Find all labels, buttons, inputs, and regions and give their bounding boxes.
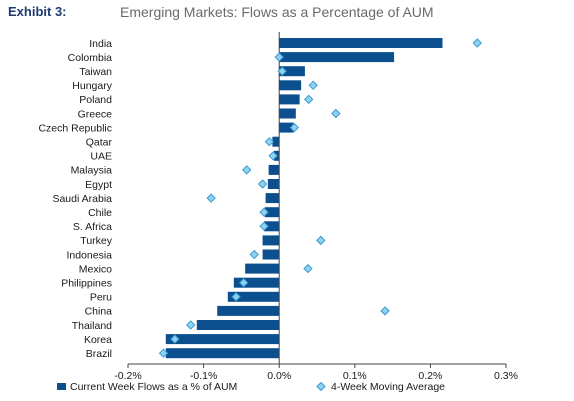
moving-average-marker: [316, 235, 326, 246]
moving-average-marker: [472, 38, 482, 48]
moving-average-marker: [264, 136, 275, 147]
category-label: India: [89, 38, 112, 50]
flow-bar: [279, 122, 294, 133]
x-ticks: -0.2% -0.1% 0.0% 0.1% 0.2% 0.3%: [114, 364, 518, 382]
category-label: Philippines: [61, 278, 112, 290]
flow-bar: [279, 80, 302, 91]
category-label: Poland: [79, 94, 112, 106]
category-label: Brazil: [86, 348, 112, 360]
flow-bar: [264, 221, 280, 232]
moving-average-marker: [231, 292, 241, 302]
category-label: Malaysia: [71, 165, 113, 177]
flow-bar: [279, 94, 300, 105]
chart-title: Emerging Markets: Flows as a Percentage …: [120, 4, 434, 20]
chart-header: Exhibit 3: Emerging Markets: Flows as a …: [8, 4, 568, 26]
moving-average-marker: [331, 108, 341, 119]
category-label: UAE: [90, 151, 112, 163]
bars-layer: [165, 38, 443, 359]
moving-average-marker: [206, 193, 216, 203]
flow-bar: [165, 334, 280, 345]
flow-bar: [279, 38, 443, 48]
flow-bar: [262, 235, 280, 246]
moving-average-marker: [277, 66, 287, 76]
flow-bar: [233, 277, 280, 288]
legend-bar-label: Current Week Flows as a % of AUM: [70, 381, 237, 393]
x-tick-label: 0.0%: [267, 370, 291, 382]
flow-bar: [267, 179, 280, 189]
flow-bar: [262, 249, 280, 260]
moving-average-marker: [238, 277, 249, 288]
moving-average-marker: [170, 334, 180, 344]
flow-bar: [196, 320, 280, 330]
category-label: Chile: [88, 207, 112, 219]
x-tick-label: 0.2%: [418, 370, 442, 382]
category-label: Mexico: [79, 263, 112, 275]
flow-bar: [245, 263, 280, 274]
category-label: Qatar: [86, 137, 113, 149]
category-label: Turkey: [80, 235, 112, 247]
category-labels: India Colombia Taiwan Hungary Poland Greece Cz…: [38, 38, 112, 360]
moving-average-marker: [249, 249, 259, 260]
category-label: China: [85, 306, 113, 318]
moving-average-marker: [303, 94, 314, 105]
flow-bar: [279, 52, 395, 63]
category-label: S. Africa: [73, 221, 112, 233]
legend-bar-swatch: [57, 383, 66, 390]
legend: Current Week Flows as a % of AUM 4-Week …: [57, 381, 445, 393]
category-label: Thailand: [72, 320, 112, 332]
category-label: Egypt: [85, 179, 112, 191]
category-label: Peru: [90, 292, 112, 304]
legend-marker-label: 4-Week Moving Average: [331, 381, 445, 393]
moving-average-marker: [241, 165, 252, 175]
flow-bar: [227, 291, 280, 302]
moving-average-marker: [308, 80, 318, 91]
legend-marker-swatch: [316, 381, 326, 392]
category-label: Hungary: [72, 80, 112, 92]
category-label: Czech Republic: [38, 122, 112, 134]
category-label: Indonesia: [66, 249, 112, 261]
flow-bar: [265, 193, 280, 204]
moving-average-marker: [259, 221, 269, 232]
exhibit-label: Exhibit 3:: [8, 4, 67, 19]
category-label: Colombia: [68, 52, 113, 64]
moving-average-marker: [380, 306, 390, 316]
x-tick-label: -0.2%: [114, 370, 141, 382]
category-label: Saudi Arabia: [52, 193, 112, 205]
moving-average-marker: [274, 52, 284, 62]
moving-average-marker: [257, 179, 268, 189]
x-tick-label: 0.1%: [343, 370, 367, 382]
x-tick-label: -0.1%: [190, 370, 217, 382]
markers-layer: [158, 38, 482, 358]
flow-bar: [279, 66, 305, 77]
moving-average-marker: [268, 151, 278, 161]
moving-average-marker: [186, 320, 196, 330]
category-label: Taiwan: [79, 66, 112, 78]
x-tick-label: 0.3%: [494, 370, 518, 382]
flow-bar: [165, 348, 280, 359]
moving-average-marker: [303, 263, 313, 274]
category-label: Korea: [84, 334, 112, 346]
flow-bar: [264, 207, 280, 218]
moving-average-marker: [289, 122, 300, 133]
flow-bar: [272, 136, 280, 147]
flow-bar: [268, 164, 280, 175]
moving-average-marker: [158, 348, 169, 358]
category-label: Greece: [78, 108, 113, 120]
flow-bar: [279, 108, 296, 119]
moving-average-marker: [259, 207, 269, 217]
flow-bar: [217, 305, 280, 316]
